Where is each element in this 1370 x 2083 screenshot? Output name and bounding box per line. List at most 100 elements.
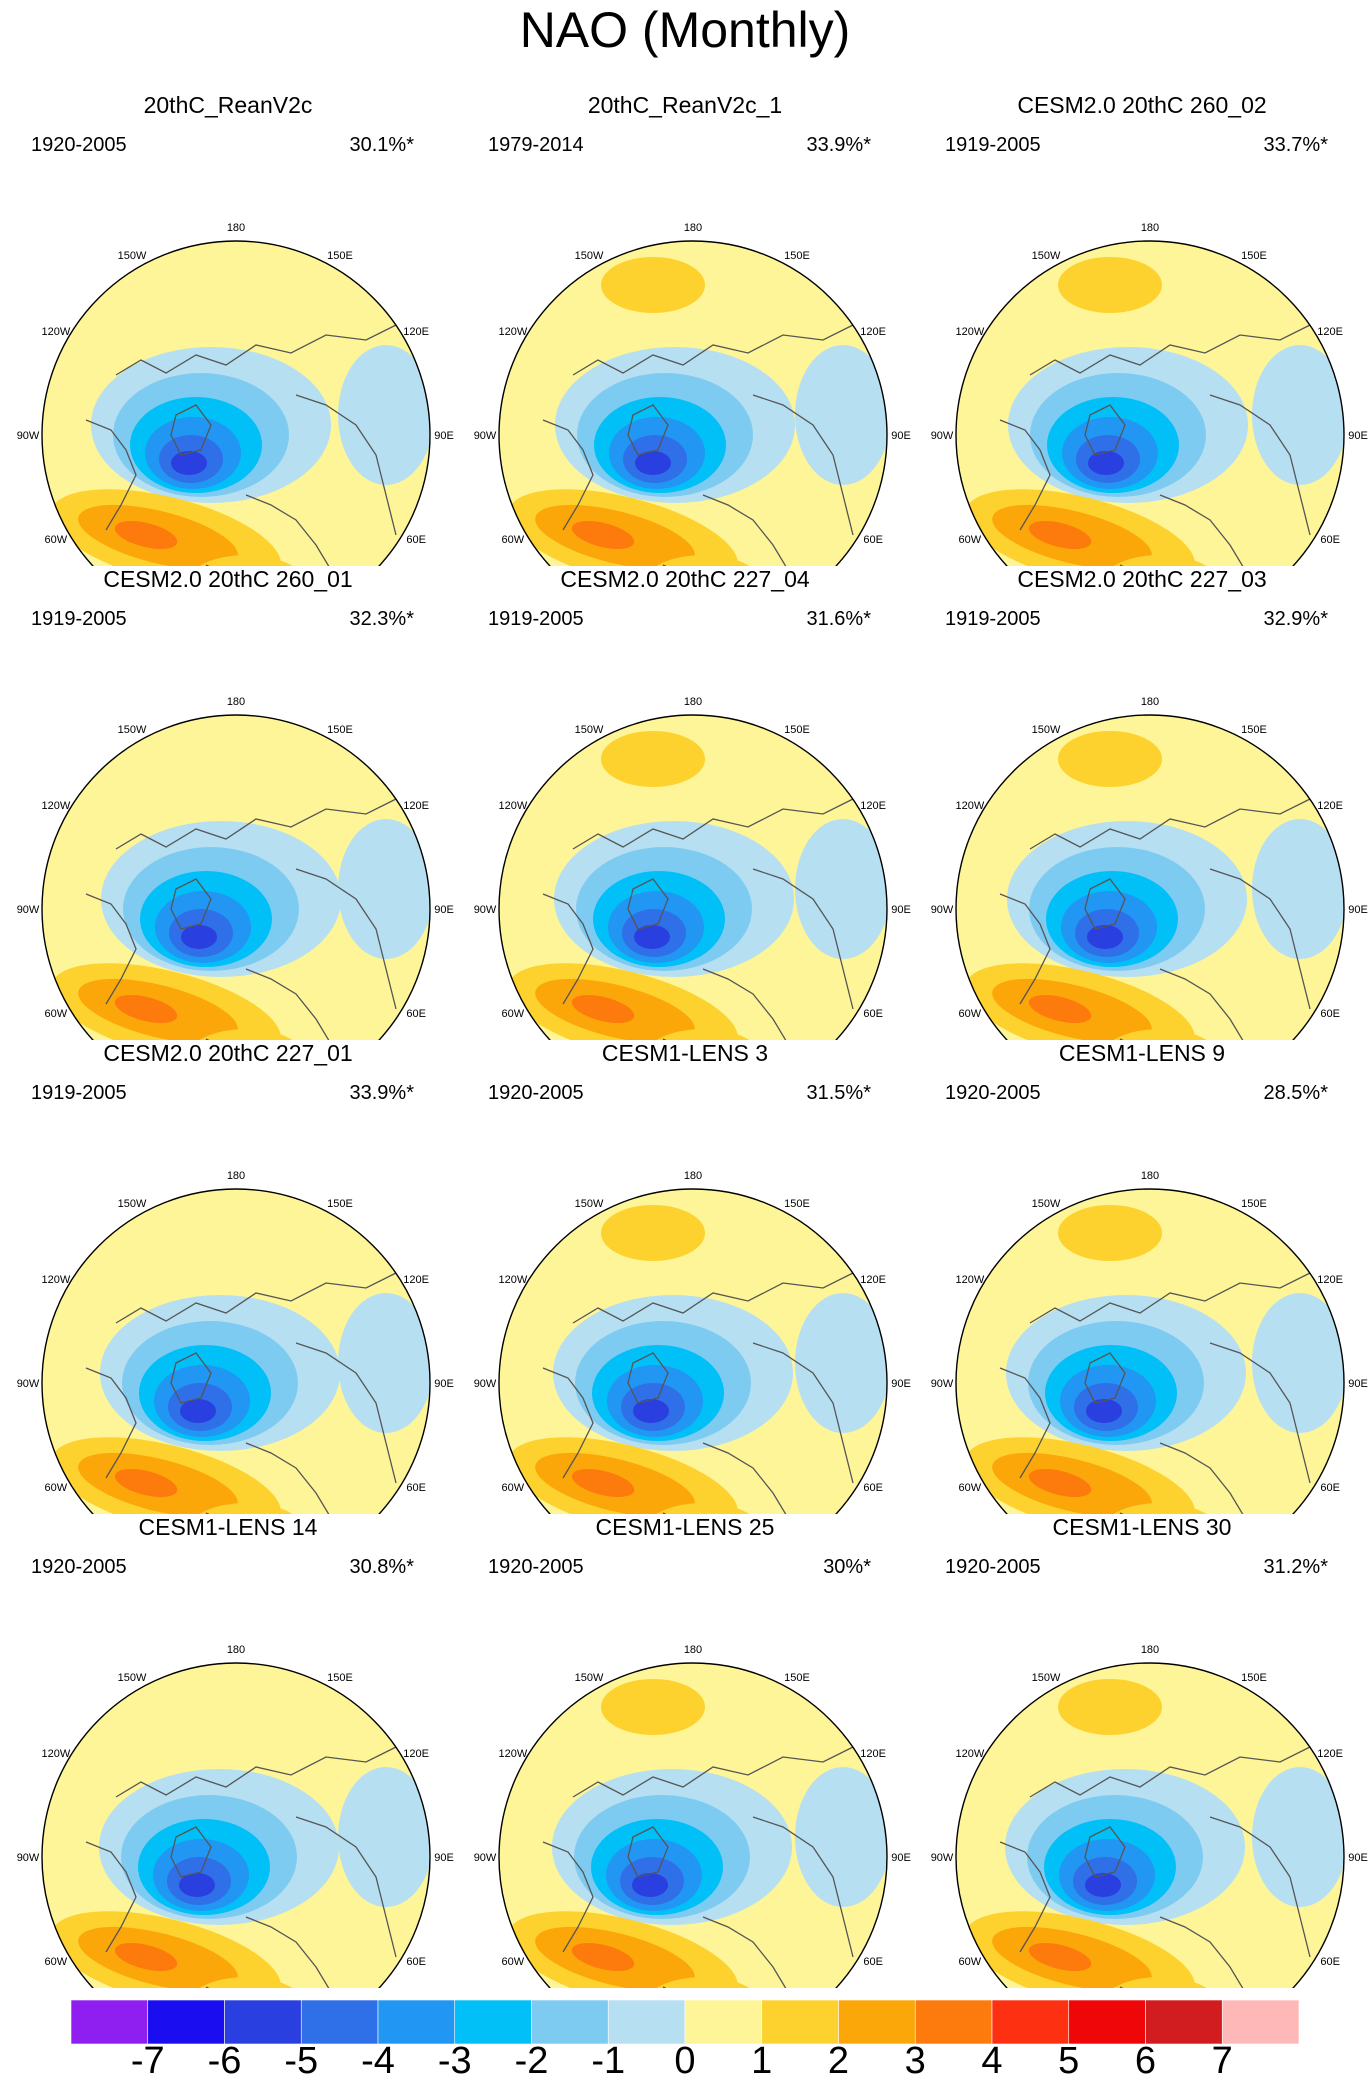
contour-region [1252, 819, 1344, 959]
longitude-label: 60E [1320, 1956, 1340, 1968]
coastline [627, 878, 669, 930]
longitude-label: 180 [684, 222, 702, 234]
panel-variance-percent: 33.9%* [349, 1082, 415, 1104]
panel-period: 1979-2014 [488, 134, 584, 156]
contour-region [1252, 1767, 1344, 1907]
coastline [1159, 968, 1261, 1040]
map-boundary [41, 1662, 431, 1988]
map-boundary [498, 240, 888, 566]
panel-title: 20thC_ReanV2c [143, 92, 313, 118]
polar-map: 180150E120E90E60E30E030W60W90W120W150W [474, 222, 911, 566]
map-boundary [41, 714, 431, 1040]
longitude-label: 90E [1348, 904, 1368, 916]
longitude-label: 150W [1032, 1198, 1061, 1210]
anomaly-field [499, 1189, 887, 1514]
longitude-label: 60E [863, 1956, 883, 1968]
longitude-label: 60E [1320, 1482, 1340, 1494]
longitude-label: 150W [118, 724, 147, 736]
longitude-label: 60W [502, 1956, 525, 1968]
longitude-label: 60W [45, 1482, 68, 1494]
contour-region [179, 1873, 215, 1897]
longitude-label: 60E [863, 1008, 883, 1020]
coastline [752, 394, 854, 536]
longitude-label: 60W [45, 534, 68, 546]
coastline [245, 494, 347, 566]
anomaly-field [42, 1663, 430, 1988]
coastline [999, 419, 1051, 531]
panel-variance-percent: 33.7%* [1263, 134, 1329, 156]
longitude-label: 120E [860, 800, 886, 812]
longitude-label: 150W [575, 250, 604, 262]
colorbar-box [838, 2000, 916, 2044]
coastline [85, 1841, 137, 1953]
longitude-label: 90W [17, 1852, 40, 1864]
longitude-label: 120E [1317, 800, 1343, 812]
panel-variance-percent: 30.8%* [349, 1556, 415, 1578]
anomaly-field [956, 241, 1344, 566]
coastline [572, 1272, 854, 1324]
longitude-label: 150W [118, 1672, 147, 1684]
map-boundary [498, 1662, 888, 1988]
longitude-label: 90E [434, 904, 454, 916]
contour-region [795, 819, 887, 959]
longitude-label: 120E [1317, 1748, 1343, 1760]
coastline [702, 1916, 804, 1988]
panel-title: CESM1-LENS 9 [1058, 1040, 1226, 1066]
map-panel: CESM1-LENS 25 1920-2005 30%* 180 150E 120E 90E… [457, 1514, 913, 1988]
coastline [752, 1342, 854, 1484]
coastline [295, 1342, 397, 1484]
coastlines [542, 1746, 854, 1988]
colorbar-tick-label: 3 [904, 2040, 926, 2082]
colorbar-tick-label: -6 [207, 2040, 242, 2082]
longitude-label: 150E [784, 724, 810, 736]
longitude-label: 120W [41, 1274, 70, 1286]
contour-region [1058, 257, 1162, 313]
coastline [1159, 1442, 1261, 1514]
coastline [1084, 404, 1126, 456]
longitude-label: 90E [434, 430, 454, 442]
contour-region [571, 1469, 635, 1497]
contour-region [601, 257, 705, 313]
panel-variance-percent: 31.6%* [806, 608, 872, 630]
longitude-label: 150E [1241, 724, 1267, 736]
coastline [170, 1826, 212, 1878]
contour-region [1086, 1399, 1122, 1423]
coastline [170, 878, 212, 930]
coastline [572, 1746, 854, 1798]
longitude-label: 60E [406, 1956, 426, 1968]
colorbar-box [607, 2000, 686, 2044]
longitude-label: 150W [575, 724, 604, 736]
anomaly-field [42, 715, 430, 1040]
contour-region [601, 731, 705, 787]
coastline [572, 324, 854, 376]
colorbar-box [1221, 2000, 1299, 2044]
panel-grid: 20thC_ReanV2c 1920-2005 30.1%* 180 150E 120E 9… [0, 92, 1368, 1988]
panel-period: 1920-2005 [31, 134, 127, 156]
longitude-label: 90W [474, 1852, 497, 1864]
map-boundary [955, 240, 1345, 566]
longitude-label: 90E [1348, 1378, 1368, 1390]
coastlines [999, 1746, 1311, 1988]
coastline [572, 798, 854, 850]
longitude-label: 60W [502, 1008, 525, 1020]
panel-title: CESM1-LENS 30 [1052, 1514, 1232, 1540]
coastline [170, 1352, 212, 1404]
contour-region [601, 1205, 705, 1261]
longitude-label: 90W [17, 904, 40, 916]
map-panel: CESM1-LENS 3 1920-2005 31.5%* 180 150E 120E 90… [457, 1040, 913, 1514]
longitude-label: 60E [1320, 534, 1340, 546]
coastlines [85, 1746, 397, 1988]
map-boundary [955, 1662, 1345, 1988]
coastline [542, 1841, 594, 1953]
map-panel: CESM2.0 20thC 227_04 1919-2005 31.6%* 180 15… [457, 566, 913, 1040]
panel-period: 1919-2005 [31, 1082, 127, 1104]
contour-region [1252, 1293, 1344, 1433]
longitude-label: 150W [575, 1672, 604, 1684]
polar-map: 180150E120E90E60E30E030W60W90W120W150W [474, 1170, 911, 1514]
longitude-label: 150E [784, 1198, 810, 1210]
contour-region [338, 1767, 430, 1907]
map-panel: CESM2.0 20thC 227_01 1919-2005 33.9%* 180 15… [0, 1040, 456, 1514]
panel-period: 1919-2005 [488, 608, 584, 630]
longitude-label: 120W [498, 800, 527, 812]
contour-region [1087, 925, 1123, 949]
